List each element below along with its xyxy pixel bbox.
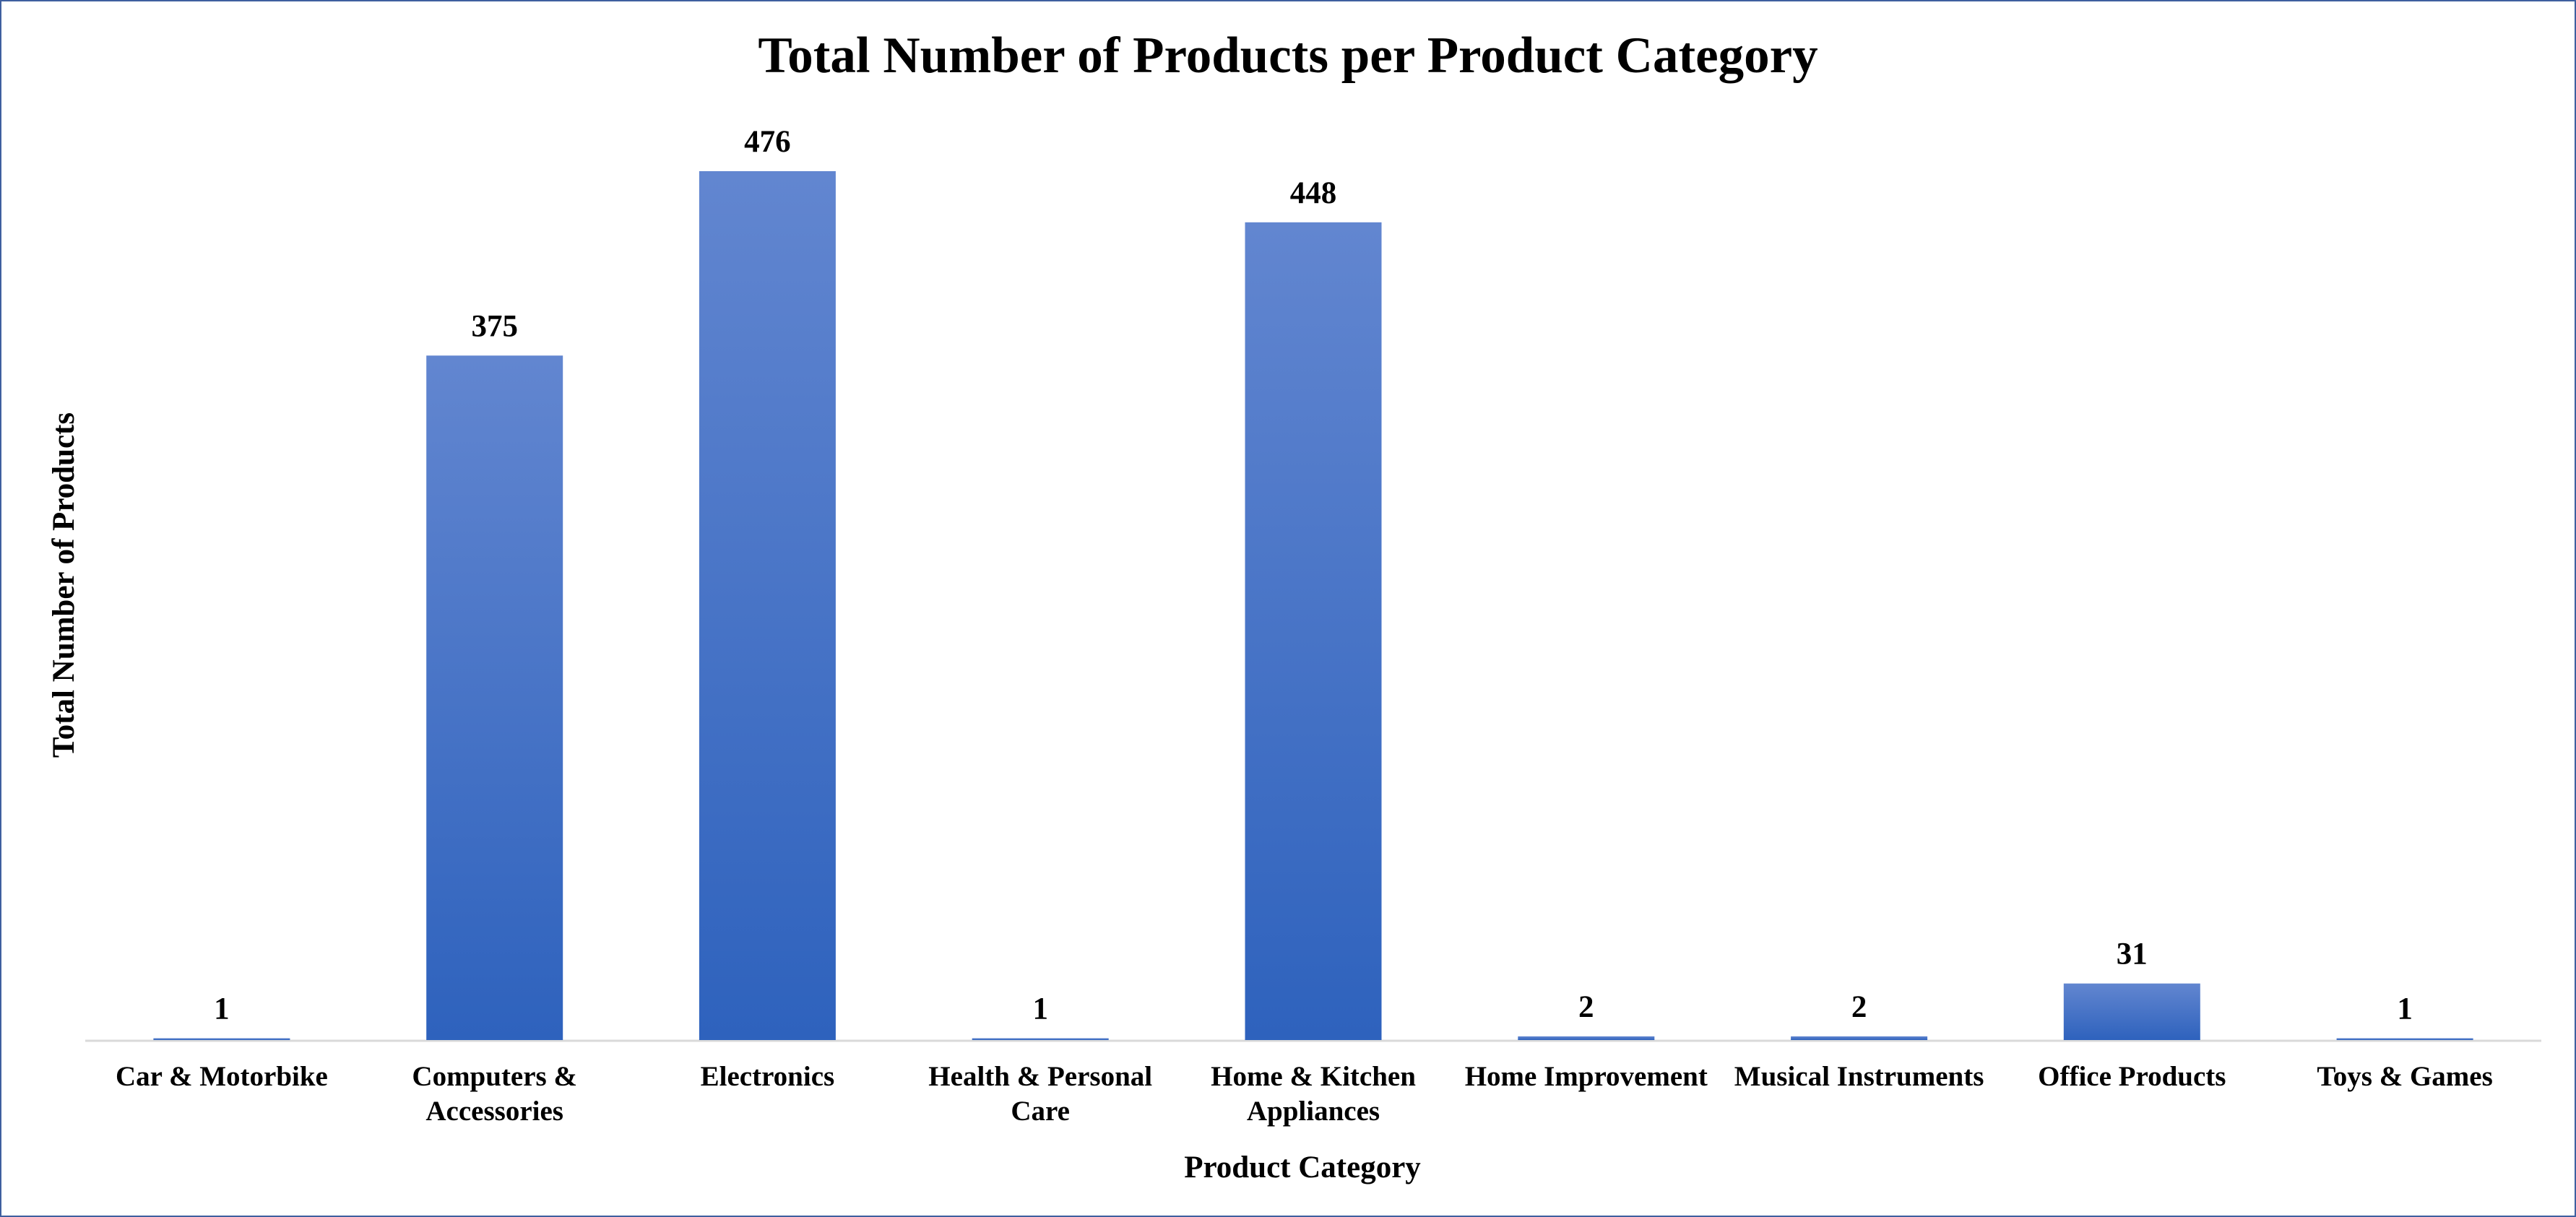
bar-8 [2336, 1038, 2473, 1040]
data-label-4: 448 [1290, 176, 1337, 210]
bars-group [153, 171, 2473, 1040]
x-tick-label-1: Computers & Accessories [412, 1061, 577, 1127]
x-tick-labels-group: Car & Motorbike Computers & Accessories Ele… [116, 1061, 2493, 1127]
bar-4 [1245, 222, 1382, 1040]
x-tick-label-8: Toys & Games [2317, 1061, 2492, 1092]
data-label-1: 375 [471, 309, 518, 343]
bar-0 [153, 1038, 290, 1040]
data-label-5: 2 [1578, 990, 1594, 1024]
data-label-8: 1 [2397, 992, 2413, 1026]
data-label-3: 1 [1032, 992, 1048, 1026]
data-label-2: 476 [744, 125, 791, 159]
data-label-0: 1 [214, 992, 230, 1026]
bar-7 [2063, 983, 2200, 1040]
chart-title: Total Number of Products per Product Cat… [758, 27, 1818, 84]
bar-6 [1791, 1036, 1928, 1040]
x-tick-label-6: Musical Instruments [1734, 1061, 1984, 1092]
x-tick-label-5: Home Improvement [1465, 1061, 1708, 1092]
x-tick-label-0: Car & Motorbike [116, 1061, 328, 1092]
y-axis-title: Total Number of Products [47, 412, 81, 758]
bar-2 [699, 171, 836, 1040]
data-labels-group: 1 375 476 1 448 2 2 31 1 [214, 125, 2413, 1026]
x-tick-label-3: Health & Personal Care [928, 1061, 1152, 1127]
bar-5 [1518, 1036, 1655, 1040]
bar-3 [972, 1038, 1109, 1040]
data-label-6: 2 [1851, 990, 1867, 1024]
bar-1 [426, 355, 563, 1040]
x-axis-title: Product Category [1184, 1151, 1421, 1184]
x-tick-label-7: Office Products [2038, 1061, 2226, 1092]
x-tick-label-4: Home & Kitchen Appliances [1211, 1061, 1416, 1127]
data-label-7: 31 [2117, 937, 2148, 971]
x-tick-label-2: Electronics [701, 1061, 835, 1092]
